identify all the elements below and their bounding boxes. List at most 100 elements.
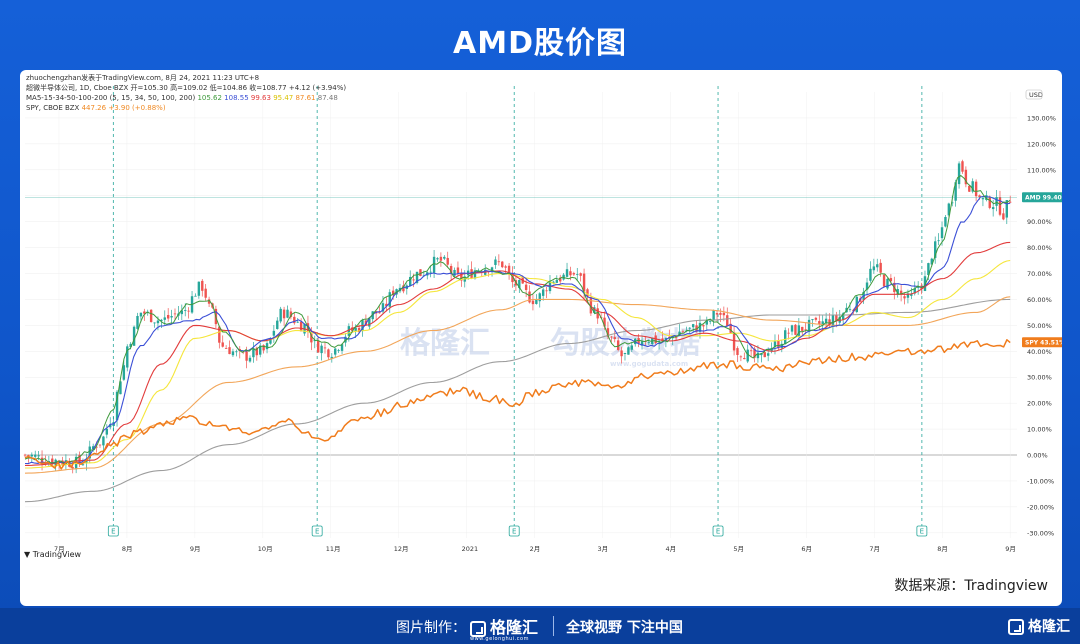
candle-body xyxy=(879,262,882,273)
spy-value: 447.26 xyxy=(81,104,107,112)
candle-body xyxy=(132,326,136,346)
candle-body xyxy=(835,314,838,321)
candle-body xyxy=(511,273,514,283)
candle-body xyxy=(259,345,262,355)
footer-brand: 格隆汇 www.gelonghui.com xyxy=(470,614,538,642)
header-ma-line: MA5-15-34-50-100-200 (5, 15, 34, 50, 100… xyxy=(26,93,346,103)
candle-body xyxy=(187,310,190,312)
candle-body xyxy=(95,446,98,448)
earnings-badge-label: E xyxy=(716,528,720,536)
candle-body xyxy=(640,341,644,346)
candle-body xyxy=(299,321,303,332)
candle-body xyxy=(443,256,446,259)
candle-body xyxy=(848,308,852,310)
chart-header: zhuochengzhan发表于TradingView.com, 8月 24, … xyxy=(26,73,346,113)
tradingview-label: TradingView xyxy=(32,550,82,559)
candle-body xyxy=(501,261,504,268)
candle-body xyxy=(102,436,105,446)
candle-body xyxy=(753,348,756,358)
earnings-badge xyxy=(508,525,520,537)
candle-body xyxy=(139,312,143,317)
candle-body xyxy=(988,196,991,208)
candle-body xyxy=(869,268,872,281)
ma5-line xyxy=(24,175,1011,465)
spy-line xyxy=(24,339,1011,470)
candle-body xyxy=(105,428,109,435)
candle-body xyxy=(610,336,613,338)
candle-body xyxy=(204,288,207,298)
x-tick-label: 3月 xyxy=(598,545,609,553)
candle-body xyxy=(156,320,160,324)
candle-body xyxy=(143,311,146,314)
candle-body xyxy=(773,341,777,347)
candle-body xyxy=(698,322,702,332)
candle-body xyxy=(272,330,276,336)
candle-body xyxy=(78,455,81,464)
candle-body xyxy=(947,203,951,216)
x-tick-label: 8月 xyxy=(122,545,133,553)
candle-body xyxy=(446,257,449,265)
candle-body xyxy=(412,279,415,281)
spy-last-label-text: SPY 43.51% xyxy=(1025,340,1062,347)
candle-body xyxy=(739,356,743,358)
y-tick-label: 10.00% xyxy=(1027,426,1052,434)
candle-body xyxy=(228,347,231,355)
candle-body xyxy=(166,314,170,319)
candle-body xyxy=(814,317,818,320)
candle-body xyxy=(231,351,235,356)
candle-body xyxy=(555,279,559,283)
candle-body xyxy=(913,288,916,294)
series-lines xyxy=(24,175,1017,503)
candle-body xyxy=(316,341,320,353)
x-tick-label: 11月 xyxy=(326,545,341,553)
candle-body xyxy=(828,319,831,326)
spy-change: +3.90 (+0.88%) xyxy=(108,104,166,112)
candle-body xyxy=(719,312,722,315)
candle-body xyxy=(402,285,405,292)
candle-body xyxy=(473,270,477,279)
candle-body xyxy=(930,258,933,265)
x-tick-label: 7月 xyxy=(54,545,65,553)
candle-body xyxy=(409,276,412,286)
candle-body xyxy=(627,347,630,355)
candle-body xyxy=(378,312,381,314)
corner-brand-name: 格隆汇 xyxy=(1028,619,1070,635)
candle-body xyxy=(841,313,845,320)
candle-body xyxy=(245,351,248,361)
candle-body xyxy=(934,241,937,258)
footer-brand-name: 格隆汇 xyxy=(490,618,539,637)
candle-body xyxy=(282,309,286,319)
candle-body xyxy=(490,267,494,272)
candle-body xyxy=(589,297,593,314)
candle-body xyxy=(749,350,753,352)
candle-body xyxy=(494,259,497,265)
candle-body xyxy=(702,325,705,327)
ma50-line xyxy=(25,259,1011,469)
candle-body xyxy=(944,216,947,227)
ma200-value: 87.48 xyxy=(317,94,338,102)
y-tick-label: 40.00% xyxy=(1027,348,1052,356)
candle-body xyxy=(293,316,296,324)
candle-body xyxy=(709,320,712,322)
candle-body xyxy=(593,307,596,314)
price-chart[interactable]: 格隆汇 勾股大数据 www.gogudata.com E E E E E -30.00%… xyxy=(20,70,1062,570)
x-tick-label: 8月 xyxy=(937,545,948,553)
x-tick-label: 4月 xyxy=(665,545,676,553)
candle-body xyxy=(109,424,112,428)
x-tick-label: 9月 xyxy=(190,545,201,553)
candle-body xyxy=(726,315,729,327)
candle-body xyxy=(71,467,74,469)
candle-body xyxy=(119,381,122,395)
candle-body xyxy=(81,464,85,466)
candle-body xyxy=(432,256,436,273)
candle-body xyxy=(572,273,576,275)
candle-body xyxy=(1009,201,1012,203)
made-by-label: 图片制作： xyxy=(396,620,466,636)
candle-body xyxy=(429,271,432,273)
y-tick-label: 130.00% xyxy=(1027,114,1056,122)
y-tick-label: -30.00% xyxy=(1027,529,1054,537)
earnings-badge-label: E xyxy=(920,528,924,536)
y-tick-label: 80.00% xyxy=(1027,244,1052,252)
candle-body xyxy=(524,284,528,291)
